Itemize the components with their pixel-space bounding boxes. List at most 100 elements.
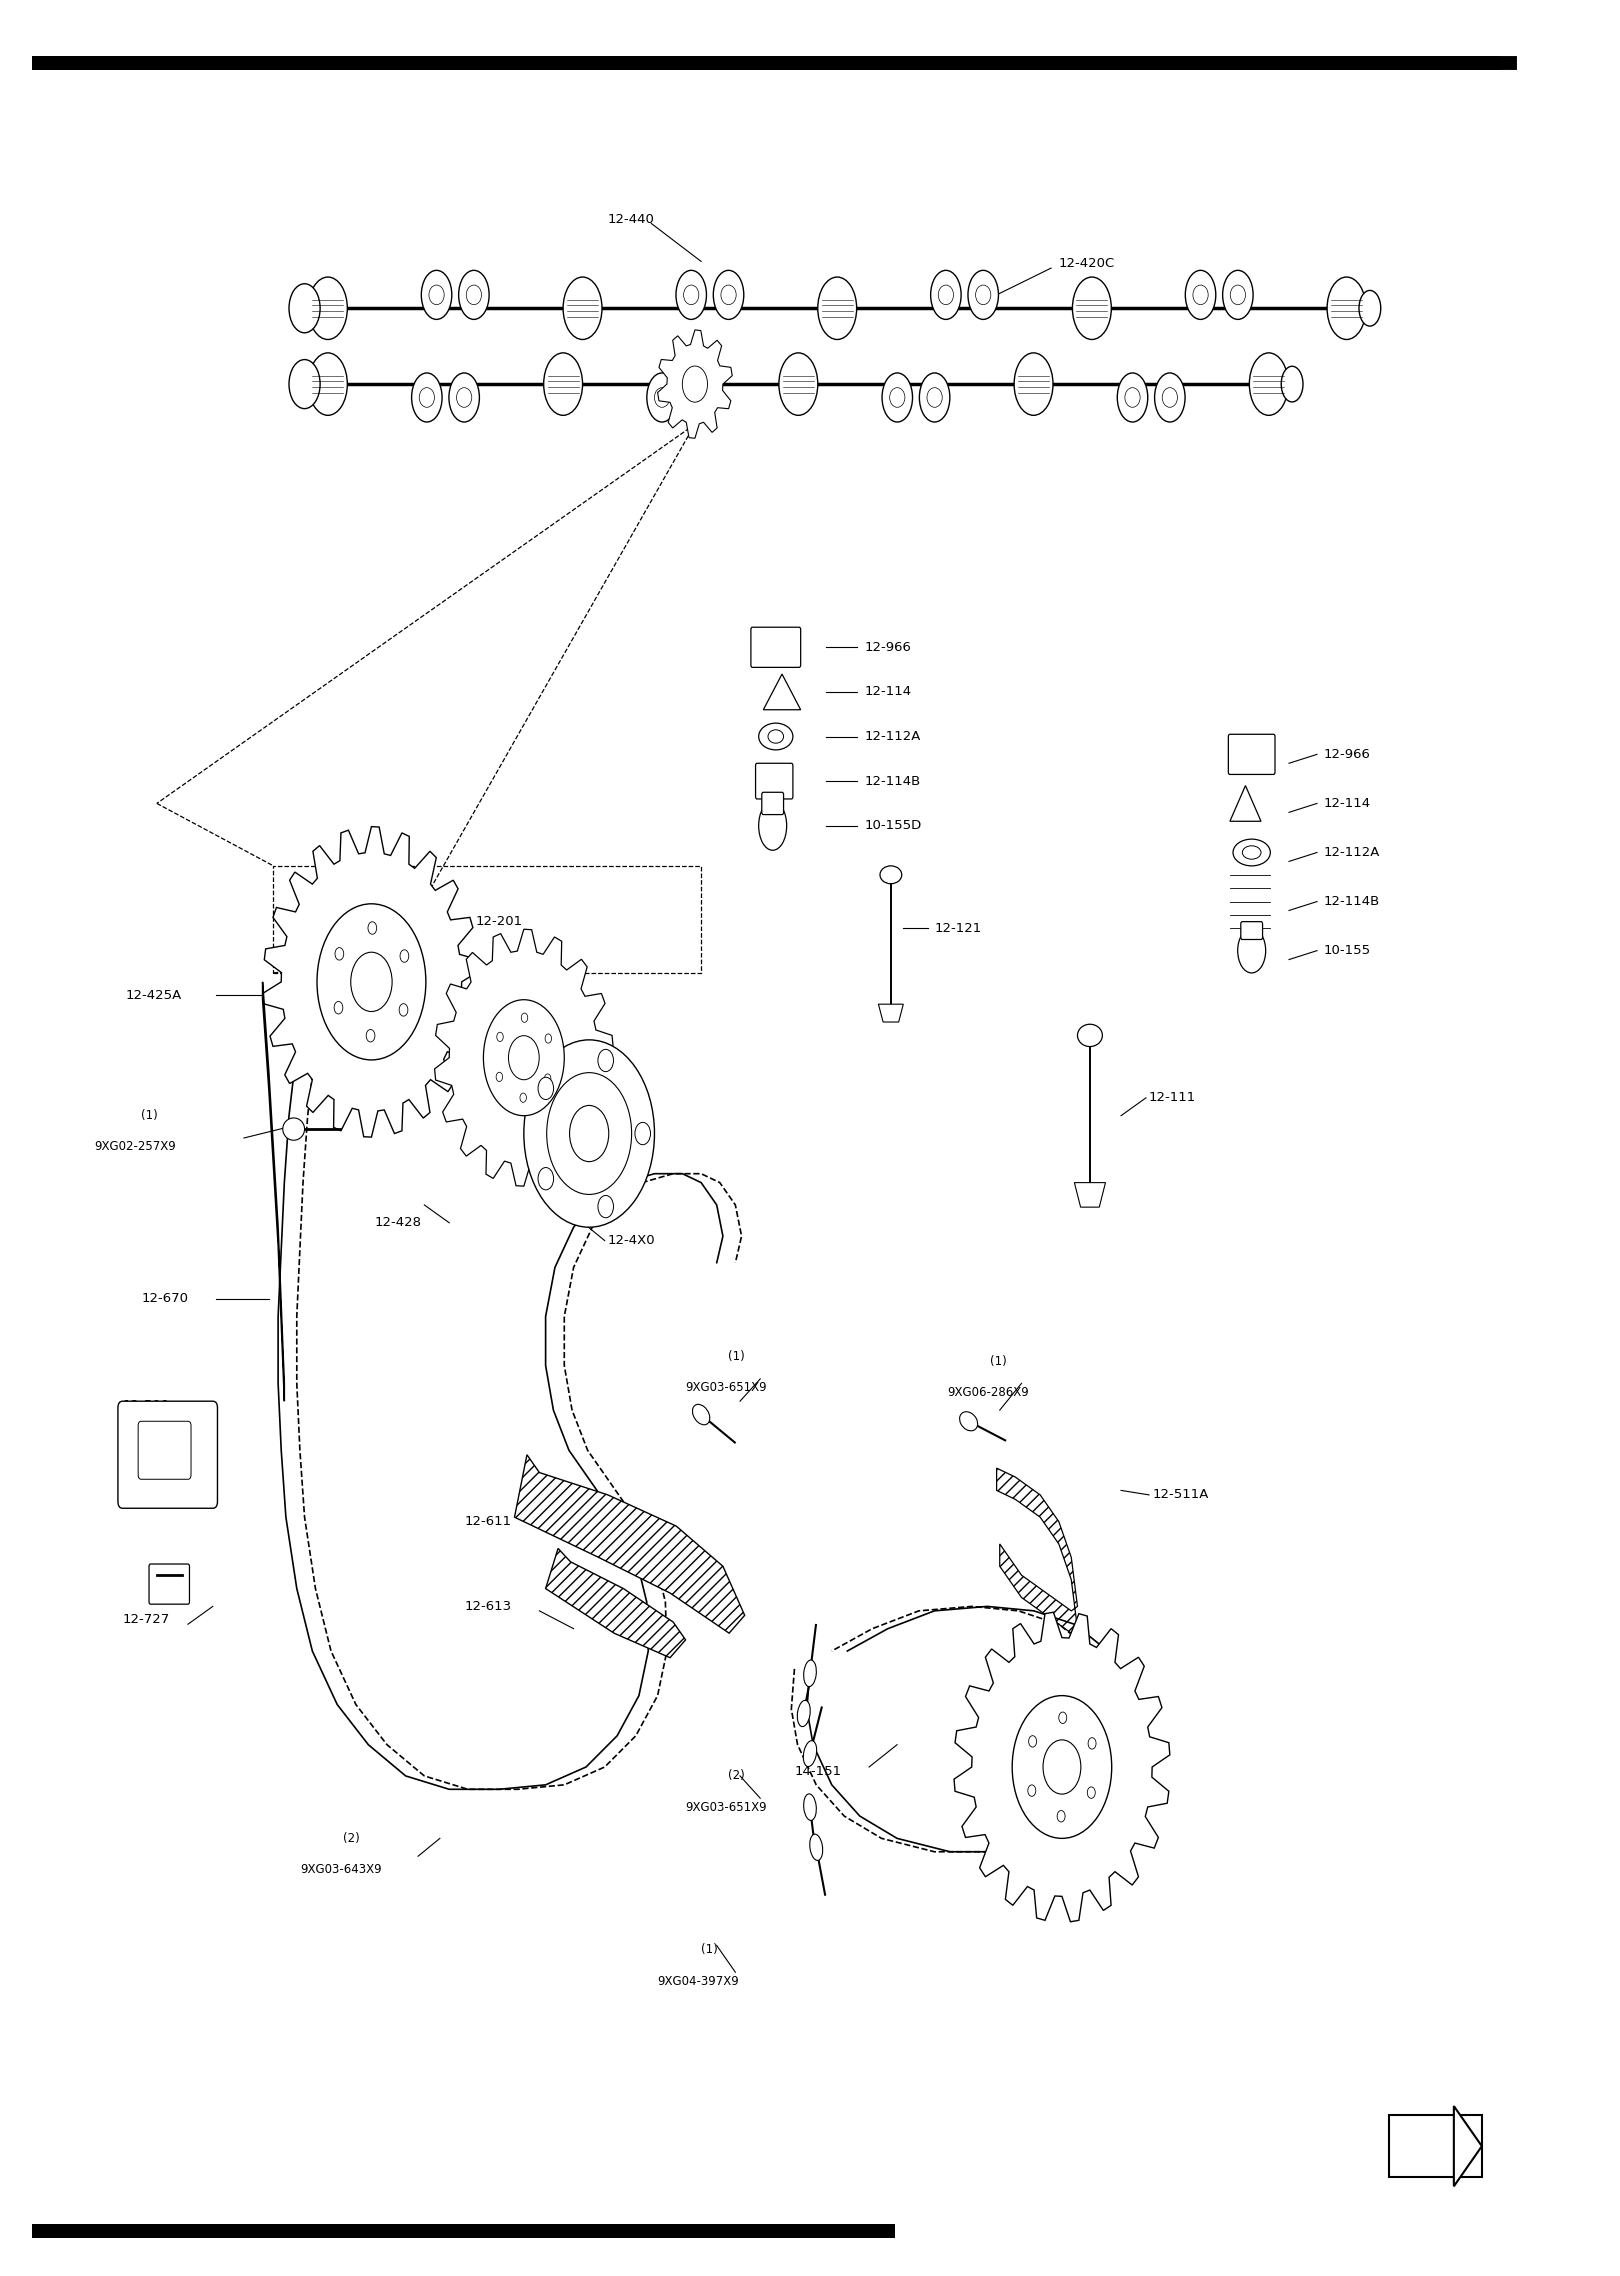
Ellipse shape bbox=[1359, 291, 1380, 325]
Circle shape bbox=[538, 1168, 554, 1190]
Ellipse shape bbox=[284, 1118, 305, 1140]
Text: 12-966: 12-966 bbox=[865, 642, 912, 653]
Polygon shape bbox=[658, 330, 732, 439]
Circle shape bbox=[483, 999, 564, 1115]
Text: FWD: FWD bbox=[1405, 2142, 1434, 2151]
Ellipse shape bbox=[449, 373, 480, 421]
Ellipse shape bbox=[804, 1741, 816, 1766]
Text: 12-121: 12-121 bbox=[935, 922, 982, 935]
Polygon shape bbox=[1453, 2105, 1482, 2187]
Ellipse shape bbox=[1233, 840, 1270, 865]
Circle shape bbox=[318, 904, 426, 1061]
Ellipse shape bbox=[654, 387, 669, 407]
Ellipse shape bbox=[779, 353, 818, 414]
Polygon shape bbox=[434, 929, 612, 1186]
FancyBboxPatch shape bbox=[752, 628, 800, 667]
Polygon shape bbox=[262, 981, 285, 1402]
Text: 12-966: 12-966 bbox=[1324, 749, 1371, 760]
Circle shape bbox=[598, 1049, 614, 1072]
Ellipse shape bbox=[1238, 929, 1265, 972]
Ellipse shape bbox=[457, 387, 471, 407]
Text: 12-511A: 12-511A bbox=[1152, 1489, 1209, 1502]
Ellipse shape bbox=[1186, 271, 1215, 319]
FancyBboxPatch shape bbox=[755, 762, 792, 799]
Ellipse shape bbox=[421, 271, 452, 319]
Circle shape bbox=[635, 1122, 651, 1145]
Circle shape bbox=[520, 1092, 526, 1102]
Circle shape bbox=[570, 1106, 609, 1161]
Ellipse shape bbox=[1243, 847, 1260, 860]
Circle shape bbox=[1012, 1696, 1111, 1839]
Ellipse shape bbox=[676, 271, 706, 319]
Circle shape bbox=[522, 1013, 528, 1022]
Text: 9XG06-286X9: 9XG06-286X9 bbox=[946, 1386, 1029, 1400]
Ellipse shape bbox=[1223, 271, 1254, 319]
Circle shape bbox=[335, 947, 343, 960]
Text: 12-670: 12-670 bbox=[141, 1293, 188, 1304]
Circle shape bbox=[1059, 1712, 1066, 1723]
Polygon shape bbox=[996, 1468, 1077, 1634]
Ellipse shape bbox=[1155, 373, 1186, 421]
Text: 14-151: 14-151 bbox=[794, 1764, 841, 1778]
Ellipse shape bbox=[646, 373, 677, 421]
Text: (1): (1) bbox=[701, 1944, 718, 1957]
Polygon shape bbox=[763, 674, 800, 710]
Ellipse shape bbox=[1118, 373, 1147, 421]
Ellipse shape bbox=[797, 1700, 810, 1727]
Circle shape bbox=[544, 1074, 551, 1083]
Text: 12-4X0: 12-4X0 bbox=[608, 1234, 656, 1247]
FancyBboxPatch shape bbox=[761, 792, 784, 815]
Ellipse shape bbox=[768, 731, 784, 744]
Polygon shape bbox=[264, 826, 480, 1138]
Circle shape bbox=[598, 1195, 614, 1218]
FancyBboxPatch shape bbox=[1228, 735, 1275, 774]
Circle shape bbox=[509, 1036, 539, 1079]
Text: (2): (2) bbox=[343, 1832, 360, 1846]
Ellipse shape bbox=[288, 284, 321, 332]
Text: 9XG03-651X9: 9XG03-651X9 bbox=[685, 1382, 768, 1395]
Ellipse shape bbox=[889, 387, 906, 407]
Ellipse shape bbox=[758, 801, 787, 851]
Ellipse shape bbox=[564, 278, 603, 339]
Circle shape bbox=[399, 1004, 408, 1015]
Text: 12-114B: 12-114B bbox=[865, 774, 920, 787]
Ellipse shape bbox=[938, 284, 954, 305]
Text: 9XG02-257X9: 9XG02-257X9 bbox=[94, 1140, 177, 1154]
Circle shape bbox=[1043, 1739, 1081, 1793]
Circle shape bbox=[538, 1077, 554, 1099]
Polygon shape bbox=[954, 1611, 1170, 1921]
Ellipse shape bbox=[308, 278, 347, 339]
Polygon shape bbox=[515, 1454, 745, 1634]
FancyBboxPatch shape bbox=[1388, 2114, 1482, 2178]
Ellipse shape bbox=[1192, 284, 1209, 305]
Ellipse shape bbox=[804, 1659, 816, 1687]
Ellipse shape bbox=[458, 271, 489, 319]
FancyBboxPatch shape bbox=[118, 1402, 217, 1509]
Text: 12-114B: 12-114B bbox=[1324, 894, 1380, 908]
Circle shape bbox=[352, 951, 392, 1011]
FancyBboxPatch shape bbox=[1241, 922, 1262, 940]
Text: 12-613: 12-613 bbox=[465, 1600, 512, 1614]
Text: 12-201: 12-201 bbox=[476, 915, 523, 929]
Circle shape bbox=[1087, 1787, 1095, 1798]
Text: 12-112A: 12-112A bbox=[1324, 847, 1380, 858]
Text: 12-727: 12-727 bbox=[123, 1614, 170, 1627]
Circle shape bbox=[400, 949, 408, 963]
Circle shape bbox=[682, 366, 708, 403]
Ellipse shape bbox=[1162, 387, 1178, 407]
Ellipse shape bbox=[880, 865, 902, 883]
Ellipse shape bbox=[1249, 353, 1288, 414]
Ellipse shape bbox=[308, 353, 347, 414]
Text: 12-114: 12-114 bbox=[1324, 797, 1371, 810]
Ellipse shape bbox=[810, 1834, 823, 1859]
Polygon shape bbox=[878, 1004, 904, 1022]
Circle shape bbox=[368, 922, 377, 933]
Ellipse shape bbox=[288, 360, 321, 410]
Text: 12-611: 12-611 bbox=[465, 1516, 512, 1527]
Ellipse shape bbox=[684, 373, 714, 421]
Circle shape bbox=[334, 1001, 343, 1013]
Ellipse shape bbox=[544, 353, 583, 414]
Ellipse shape bbox=[1327, 278, 1366, 339]
Ellipse shape bbox=[684, 284, 698, 305]
Ellipse shape bbox=[429, 284, 444, 305]
